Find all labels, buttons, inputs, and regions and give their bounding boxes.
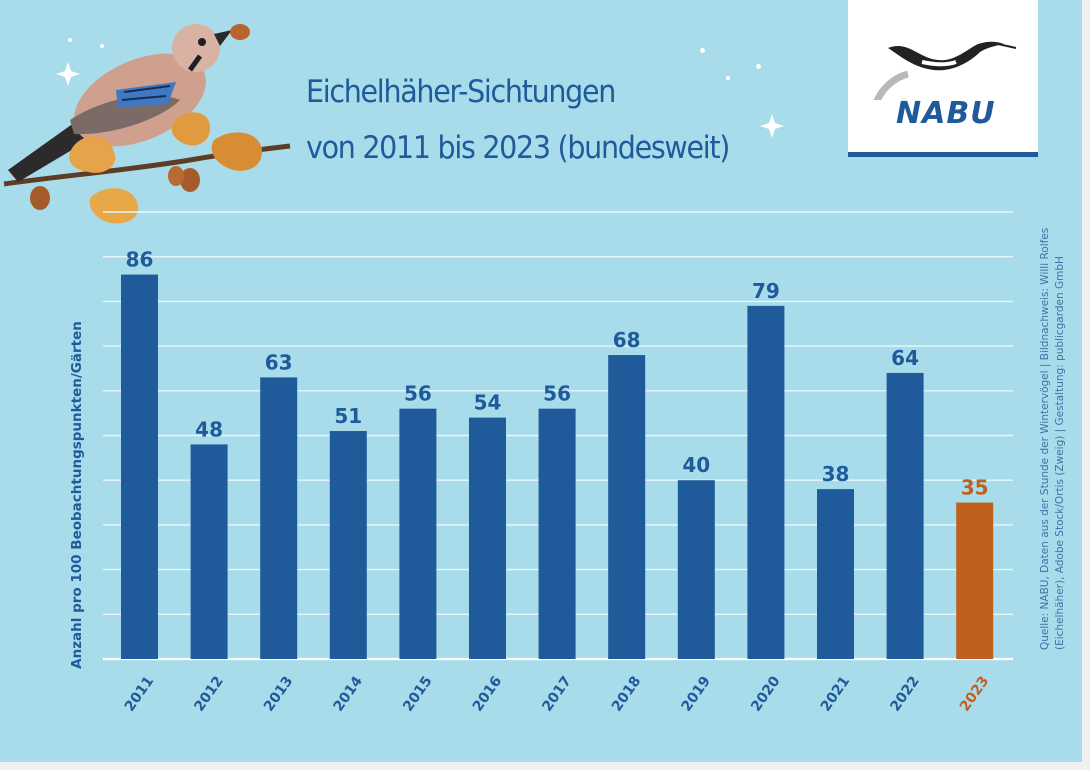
- chart-title: Eichelhäher-Sichtungen von 2011 bis 2023…: [306, 64, 730, 176]
- snow-dot: [756, 64, 761, 69]
- bar: [190, 444, 228, 659]
- snow-dot: [700, 48, 705, 53]
- chart-title-line-2: von 2011 bis 2023 (bundesweit): [306, 130, 730, 166]
- bar: [260, 377, 298, 659]
- sparkle-star-icon: [760, 114, 784, 138]
- snow-dot: [726, 76, 730, 80]
- bar-value-label: 64: [891, 346, 919, 370]
- bar: [399, 408, 437, 659]
- page-edge: [0, 762, 1090, 770]
- x-tick-label: 2015: [400, 673, 435, 714]
- x-tick-label: 2020: [748, 673, 784, 714]
- x-tick-label: 2011: [122, 673, 157, 714]
- x-tick-label: 2018: [609, 673, 644, 714]
- nabu-logo: NABU: [848, 0, 1038, 152]
- stork-icon: [873, 41, 1017, 100]
- bar-value-label: 56: [404, 382, 432, 406]
- bar-value-label: 63: [265, 350, 293, 374]
- jay-bird-on-oak-branch-icon: [3, 24, 291, 224]
- bar: [677, 480, 715, 659]
- snow-dot: [100, 44, 104, 48]
- source-line-2: (Eichelhäher), Adobe Stock/Ortis (Zweig)…: [1054, 256, 1066, 650]
- logo-underline: [848, 152, 1038, 157]
- bar-value-label: 51: [334, 404, 362, 428]
- snow-dot: [68, 38, 72, 42]
- x-tick-label: 2013: [261, 673, 296, 714]
- logo-text: NABU: [896, 96, 996, 131]
- bar-value-label: 68: [613, 328, 641, 352]
- x-tick-label: 2022: [887, 673, 922, 714]
- x-tick-label: 2016: [470, 673, 505, 714]
- bar: [608, 355, 646, 659]
- x-tick-label: 2014: [331, 673, 367, 714]
- source-note: Quelle: NABU, Daten aus der Stunde der W…: [1038, 227, 1068, 650]
- bar: [329, 431, 367, 659]
- bar: [121, 274, 158, 659]
- bar: [538, 408, 576, 659]
- bar-value-label: 48: [195, 417, 223, 441]
- bar: [469, 417, 506, 659]
- bar: [886, 372, 924, 659]
- x-tick-label: 2012: [191, 673, 226, 714]
- bar: [817, 489, 854, 659]
- sparkle-star-icon: [56, 62, 80, 86]
- y-axis-label: Anzahl pro 100 Beobachtungspunkten/Gärte…: [69, 321, 85, 669]
- x-tick-label: 2023: [957, 673, 992, 714]
- bar-value-label: 54: [474, 391, 502, 415]
- bar: [956, 502, 994, 659]
- x-tick-label: 2017: [539, 673, 574, 714]
- page-edge: [1082, 0, 1090, 770]
- bar-value-label: 38: [822, 462, 850, 486]
- chart-title-line-1: Eichelhäher-Sichtungen: [306, 74, 616, 110]
- bar-value-label: 79: [752, 279, 780, 303]
- source-line-1: Quelle: NABU, Daten aus der Stunde der W…: [1039, 227, 1051, 650]
- bar-value-label: 86: [126, 248, 154, 272]
- x-tick-label: 2019: [679, 673, 714, 714]
- bar-value-label: 35: [961, 476, 989, 500]
- bar-value-label: 40: [682, 453, 710, 477]
- bar-value-label: 56: [543, 382, 571, 406]
- bar: [747, 305, 785, 659]
- x-tick-label: 2021: [818, 673, 853, 714]
